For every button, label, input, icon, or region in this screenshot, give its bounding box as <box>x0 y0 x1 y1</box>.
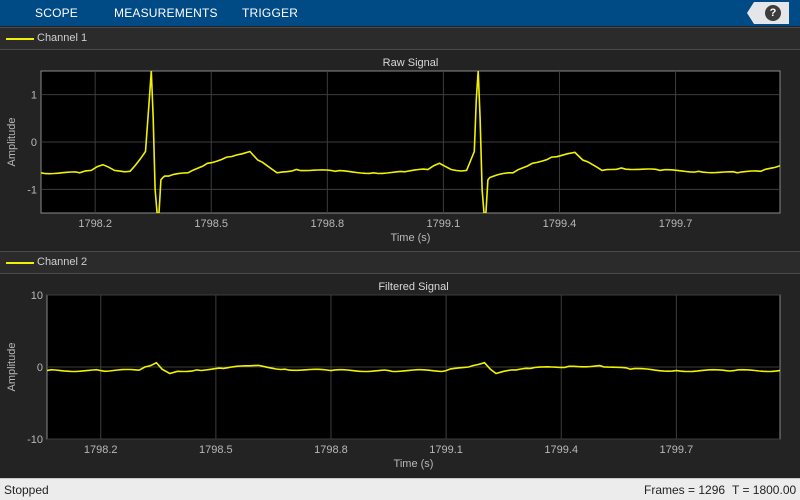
legend-label-channel-1[interactable]: Channel 1 <box>37 32 88 44</box>
plot-title: Raw Signal <box>383 57 439 69</box>
help-icon[interactable]: ? <box>765 5 781 21</box>
legend-channel-1[interactable]: Channel 1 <box>0 27 800 50</box>
status-time: T = 1800.00 <box>732 483 797 497</box>
tab-measurements[interactable]: MEASUREMENTS <box>114 6 218 20</box>
x-tick-label: 1798.2 <box>84 444 118 456</box>
legend-line-channel-1 <box>6 38 34 40</box>
y-tick-label: 0 <box>31 137 37 149</box>
status-frames: Frames = 1296 <box>644 483 726 497</box>
status-bar: Stopped Frames = 1296 T = 1800.00 <box>0 478 800 500</box>
x-tick-label: 1799.7 <box>659 218 693 230</box>
x-tick-label: 1798.8 <box>310 218 344 230</box>
y-tick-label: -10 <box>27 434 43 446</box>
y-tick-label: 1 <box>31 90 37 102</box>
toolstrip: SCOPE MEASUREMENTS TRIGGER ? <box>0 0 800 26</box>
legend-line-channel-2 <box>6 262 34 264</box>
tab-scope[interactable]: SCOPE <box>35 6 79 20</box>
status-state: Stopped <box>4 483 49 497</box>
plot-title: Filtered Signal <box>378 281 448 293</box>
y-axis-label: Amplitude <box>6 343 18 392</box>
x-tick-label: 1799.7 <box>660 444 694 456</box>
x-tick-label: 1798.8 <box>314 444 348 456</box>
y-tick-label: -1 <box>27 184 37 196</box>
y-tick-label: 10 <box>31 290 43 302</box>
filtered-signal-plot[interactable]: Filtered Signal 1798.2 1798.5 1798.8 1799.1 1… <box>0 275 800 478</box>
y-tick-label: 0 <box>37 362 43 374</box>
x-tick-label: 1799.4 <box>543 218 577 230</box>
series-line <box>47 361 780 375</box>
x-tick-label: 1798.5 <box>199 444 233 456</box>
series-line <box>41 71 780 213</box>
legend-label-channel-2[interactable]: Channel 2 <box>37 256 88 268</box>
x-tick-label: 1799.1 <box>427 218 461 230</box>
tab-trigger[interactable]: TRIGGER <box>242 6 299 20</box>
raw-signal-plot[interactable]: Raw Signal 1798.2 1798.5 1798.8 1799.1 1799.4… <box>0 51 800 251</box>
x-tick-label: 1798.2 <box>78 218 112 230</box>
x-tick-label: 1799.4 <box>544 444 578 456</box>
x-axis-label: Time (s) <box>391 232 431 244</box>
legend-channel-2[interactable]: Channel 2 <box>0 251 800 274</box>
x-tick-label: 1799.1 <box>429 444 463 456</box>
x-axis-label: Time (s) <box>394 458 434 470</box>
x-tick-label: 1798.5 <box>194 218 228 230</box>
help-button[interactable]: ? <box>747 2 789 24</box>
y-axis-label: Amplitude <box>6 118 18 167</box>
